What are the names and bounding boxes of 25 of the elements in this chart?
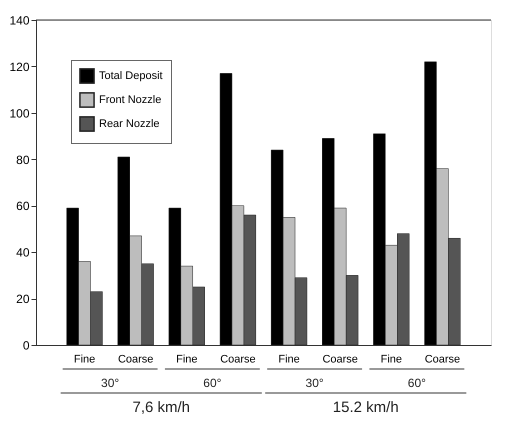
text: 60°	[203, 376, 222, 390]
y-tick-label: 60	[16, 199, 30, 214]
legend-label: Front Nozzle	[99, 94, 162, 106]
y-tick-label: 120	[9, 60, 30, 74]
text: 60°	[408, 376, 426, 390]
x-tick-label: Fine	[380, 354, 402, 366]
y-tick-label: 0	[22, 338, 30, 352]
y-tick-label: 40	[16, 246, 30, 260]
x-tick-label: Coarse	[118, 354, 154, 366]
x-tick-label: Fine	[176, 354, 198, 366]
x-tick-label: Fine	[74, 354, 96, 366]
x-tick-label: Coarse	[220, 354, 256, 366]
text: 15.2 km/h	[332, 399, 399, 416]
y-tick-label: 140	[9, 14, 30, 28]
x-tick-label: Coarse	[322, 354, 358, 366]
legend-label: Total Deposit	[99, 70, 163, 82]
text: 30°	[101, 376, 120, 390]
y-tick-label: 100	[9, 106, 30, 120]
text: 7,6 km/h	[132, 399, 190, 416]
text: 30°	[306, 376, 324, 390]
legend-label: Rear Nozzle	[99, 118, 160, 130]
x-tick-label: Coarse	[424, 354, 460, 366]
y-tick-label: 80	[16, 152, 30, 167]
y-tick-label: 20	[16, 292, 30, 306]
x-tick-label: Fine	[278, 354, 300, 366]
